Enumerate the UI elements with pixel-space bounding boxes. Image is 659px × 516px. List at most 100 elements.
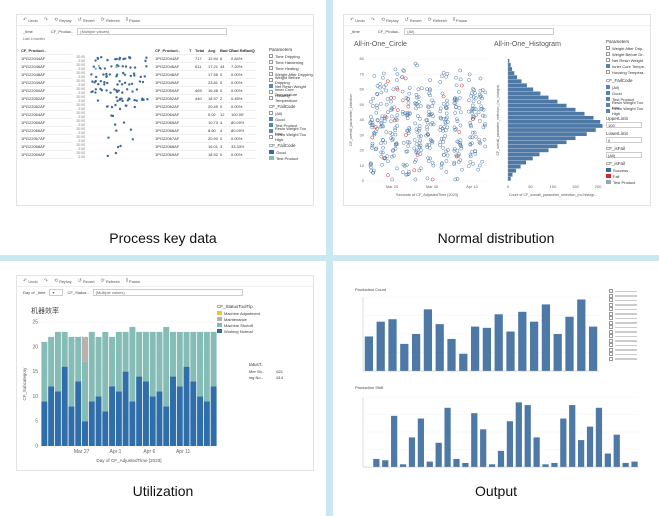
- output-legend-checkbox[interactable]: [609, 347, 613, 352]
- parameter-checkbox[interactable]: [269, 84, 273, 88]
- upper-limit-input[interactable]: 100: [606, 122, 642, 128]
- summary-table-row[interactable]: 1PG22066AF 8.60 4 80.00%: [155, 127, 255, 135]
- output-legend-checkbox[interactable]: [609, 338, 613, 343]
- parameter-checkbox[interactable]: [269, 60, 273, 64]
- output-legend-item[interactable]: [609, 289, 643, 294]
- output-legend-item[interactable]: [609, 334, 643, 339]
- output-legend-item[interactable]: [609, 311, 643, 317]
- parameter-checkbox[interactable]: [269, 96, 273, 100]
- parameter-checkbox-row[interactable]: Time Dripping: [269, 53, 313, 59]
- parameter-checkbox-row[interactable]: Housing Tempera..: [606, 69, 650, 75]
- revert-button[interactable]: ↺ Revert: [405, 17, 422, 23]
- parameter-checkbox-row[interactable]: Weight Before Dripping: [269, 75, 313, 85]
- parameter-checkbox[interactable]: [606, 58, 610, 62]
- output-legend-item[interactable]: [609, 356, 643, 362]
- revert-button[interactable]: ↺ Revert: [78, 278, 95, 284]
- output-legend-item[interactable]: [609, 338, 643, 344]
- output-legend-item[interactable]: [609, 302, 643, 308]
- output-legend-item[interactable]: [609, 293, 643, 299]
- failcode-checkbox-row[interactable]: Resin Weight Too Low: [269, 126, 313, 136]
- parameter-checkbox-row[interactable]: Net Resin Weight: [269, 83, 313, 89]
- status-filter-select[interactable]: (Multiple values): [92, 288, 243, 296]
- product-filter-select[interactable]: (Multiple values): [77, 27, 228, 35]
- output-legend-checkbox[interactable]: [609, 352, 613, 357]
- product-id-row[interactable]: 1PG22050AF: [21, 87, 71, 95]
- failcode-checkbox[interactable]: [606, 97, 610, 101]
- failcode-checkbox-row[interactable]: Test Product: [606, 96, 650, 102]
- parameter-checkbox-row[interactable]: Time Hardening: [269, 59, 313, 65]
- summary-table-row[interactable]: 1PG22046AF 611 17.21 44 7.20%: [155, 63, 255, 71]
- output-legend-checkbox[interactable]: [609, 343, 613, 348]
- product-id-row[interactable]: 1PG22044AF: [21, 55, 71, 63]
- summary-table-row[interactable]: 1PG22065AF 10.73 4 80.00%: [155, 119, 255, 127]
- pause-button[interactable]: ‖ Pause: [126, 17, 140, 23]
- product-id-row[interactable]: 1PG22066AF: [21, 127, 71, 135]
- parameter-checkbox-row[interactable]: Time Heating: [269, 65, 313, 71]
- parameter-checkbox[interactable]: [269, 54, 273, 58]
- failcode-checkbox[interactable]: [269, 117, 273, 121]
- product-id-row[interactable]: 1PG22048AF: [21, 71, 71, 79]
- failcode-checkbox[interactable]: [269, 129, 273, 133]
- summary-table-row[interactable]: 1PG22069AF 18.92 0 0.00%: [155, 151, 255, 159]
- output-legend-item[interactable]: [609, 343, 643, 348]
- failcode-checkbox[interactable]: [269, 111, 273, 115]
- day-filter-select[interactable]: ▾: [49, 288, 64, 296]
- redo-button[interactable]: ↷: [371, 17, 375, 23]
- refresh-button[interactable]: ⟳ Refresh: [101, 17, 120, 23]
- product-id-row[interactable]: 1PG22064AF: [21, 111, 71, 119]
- output-legend-item[interactable]: [609, 352, 643, 357]
- undo-button[interactable]: ↶ Undo: [23, 17, 38, 23]
- parameter-checkbox[interactable]: [269, 72, 273, 76]
- parameter-checkbox-row[interactable]: Weight After Dripping: [269, 71, 313, 77]
- parameter-checkbox-row[interactable]: Weight Before Dr..: [606, 51, 650, 57]
- parameter-checkbox-row[interactable]: Housing Temperature: [269, 93, 313, 103]
- failcode-checkbox[interactable]: [606, 85, 610, 89]
- parameter-checkbox[interactable]: [606, 46, 610, 50]
- output-legend-checkbox[interactable]: [609, 307, 613, 312]
- redo-button[interactable]: ↷: [44, 278, 48, 284]
- failcode-checkbox[interactable]: [606, 91, 610, 95]
- replay-button[interactable]: ⟲ Replay: [54, 17, 72, 23]
- failcode-checkbox[interactable]: [606, 109, 610, 113]
- product-id-row[interactable]: 1PG22065AF: [21, 119, 71, 127]
- output-legend-checkbox[interactable]: [609, 311, 613, 316]
- product-id-row[interactable]: 1PG22046AF: [21, 63, 71, 71]
- pause-button[interactable]: ‖ Pause: [126, 278, 140, 284]
- parameter-checkbox[interactable]: [269, 66, 273, 70]
- output-legend-item[interactable]: [609, 347, 643, 353]
- refresh-button[interactable]: ⟳ Refresh: [101, 278, 120, 284]
- output-legend-checkbox[interactable]: [609, 325, 613, 330]
- refresh-button[interactable]: ⟳ Refresh: [428, 17, 447, 23]
- failcode-checkbox[interactable]: [606, 103, 610, 107]
- replay-button[interactable]: ⟲ Replay: [54, 278, 72, 284]
- failcode-checkbox-row[interactable]: Resin Weight Too Low: [606, 100, 650, 110]
- output-legend-item[interactable]: [609, 316, 643, 321]
- summary-table-row[interactable]: 1PG22068AF 16.01 3 33.33%: [155, 143, 255, 151]
- failcode-checkbox-row[interactable]: (All): [606, 84, 650, 90]
- parameter-checkbox[interactable]: [606, 52, 610, 56]
- parameter-checkbox[interactable]: [269, 78, 273, 82]
- output-legend-item[interactable]: [609, 307, 643, 312]
- output-legend-checkbox[interactable]: [609, 356, 613, 361]
- failcode-checkbox-row[interactable]: Good: [606, 90, 650, 96]
- output-legend-checkbox[interactable]: [609, 302, 613, 307]
- failcode-checkbox[interactable]: [269, 123, 273, 127]
- pause-button[interactable]: ‖ Pause: [453, 17, 467, 23]
- output-legend-item[interactable]: [609, 329, 643, 335]
- summary-table-row[interactable]: 1PG22049AF 23.81 0 0.00%: [155, 79, 255, 87]
- undo-button[interactable]: ↶ Undo: [350, 17, 365, 23]
- product-id-row[interactable]: 1PG22062AF: [21, 103, 71, 111]
- summary-table-row[interactable]: 1PG22067AF 20.93 0 0.00%: [155, 135, 255, 143]
- output-legend-checkbox[interactable]: [609, 289, 613, 294]
- summary-table-row[interactable]: 1PG22044AF 717 12.94 6 0.84%: [155, 55, 255, 63]
- parameter-checkbox-row[interactable]: Net Resin Weight: [606, 57, 650, 63]
- failcode-checkbox-row[interactable]: Test Product: [269, 122, 313, 128]
- product-id-row[interactable]: 1PG22052AF: [21, 95, 71, 103]
- output-legend-item[interactable]: [609, 325, 643, 330]
- parameter-checkbox-row[interactable]: Inner Core Temperature: [269, 87, 313, 97]
- isfail-filter-select[interactable]: (All): [606, 152, 642, 158]
- output-legend-checkbox[interactable]: [609, 298, 613, 303]
- summary-table-row[interactable]: 1PG22062AF 20.49 0 0.00%: [155, 103, 255, 111]
- output-legend-item[interactable]: [609, 298, 643, 303]
- product-filter-select[interactable]: (All): [404, 27, 555, 35]
